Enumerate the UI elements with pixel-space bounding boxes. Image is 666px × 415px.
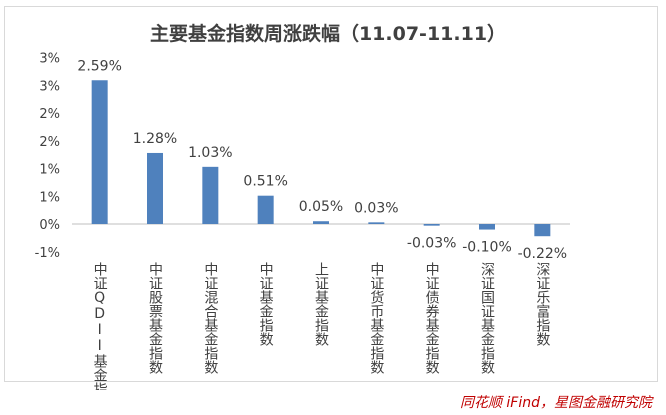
category-label: 中证基金指数 xyxy=(258,262,274,346)
data-label: -0.10% xyxy=(462,240,512,256)
category-label: 上证基金指数 xyxy=(313,262,329,346)
data-label: -0.22% xyxy=(518,246,568,262)
y-axis-ticks: 3% 3% 2% 2% 1% 1% 0% -1% xyxy=(35,52,60,261)
category-label: 中证混合基金指数 xyxy=(202,262,218,374)
chart-frame xyxy=(4,6,658,382)
bar xyxy=(202,166,219,224)
bars-group xyxy=(91,80,551,237)
y-tick-label: 3% xyxy=(39,79,60,94)
bar xyxy=(534,224,551,237)
chart-title: 主要基金指数周涨跌幅（11.07-11.11） xyxy=(150,22,506,45)
data-labels-group: 2.59% 1.28% 1.03% 0.51% 0.05% 0.03% -0.03% -0.1… xyxy=(77,58,567,262)
y-tick-label: 1% xyxy=(39,163,60,178)
y-tick-label: 1% xyxy=(39,190,60,205)
category-label: 深证国证基金指数 xyxy=(479,262,495,374)
source-note: 同花顺 iFind，星图金融研究院 xyxy=(459,395,652,411)
y-tick-label: 3% xyxy=(39,52,60,67)
data-label: 0.51% xyxy=(243,174,287,190)
category-label: 深证乐富指数 xyxy=(534,262,550,346)
data-label: 0.05% xyxy=(299,199,343,215)
bar xyxy=(91,80,108,224)
data-label: 0.03% xyxy=(354,200,398,216)
category-labels-group: 中证QDII基金指数 中证股票基金指数 中证混合基金指数 中证基金指数 上证基金指数 中证… xyxy=(92,262,551,390)
bar-chart: 主要基金指数周涨跌幅（11.07-11.11） 3% 3% 2% 2% 1% 1% 0% -1… xyxy=(35,22,570,390)
bar xyxy=(313,221,329,224)
data-label: -0.03% xyxy=(407,236,457,252)
y-tick-label: 2% xyxy=(39,107,60,122)
bar xyxy=(479,224,495,230)
bar xyxy=(257,195,274,224)
category-label: 中证股票基金指数 xyxy=(147,262,163,374)
y-tick-label: -1% xyxy=(35,246,60,261)
data-label: 2.59% xyxy=(77,58,121,74)
category-label: 中证货币基金指数 xyxy=(368,262,384,374)
data-label: 1.28% xyxy=(133,131,177,147)
category-label: 中证债券基金指数 xyxy=(424,262,440,374)
y-tick-label: 0% xyxy=(39,218,60,233)
bar xyxy=(147,152,163,224)
category-label: 中证QDII基金指数 xyxy=(92,262,108,390)
data-label: 1.03% xyxy=(188,145,232,161)
bar xyxy=(423,224,440,226)
bar xyxy=(368,222,385,224)
y-tick-label: 2% xyxy=(39,135,60,150)
